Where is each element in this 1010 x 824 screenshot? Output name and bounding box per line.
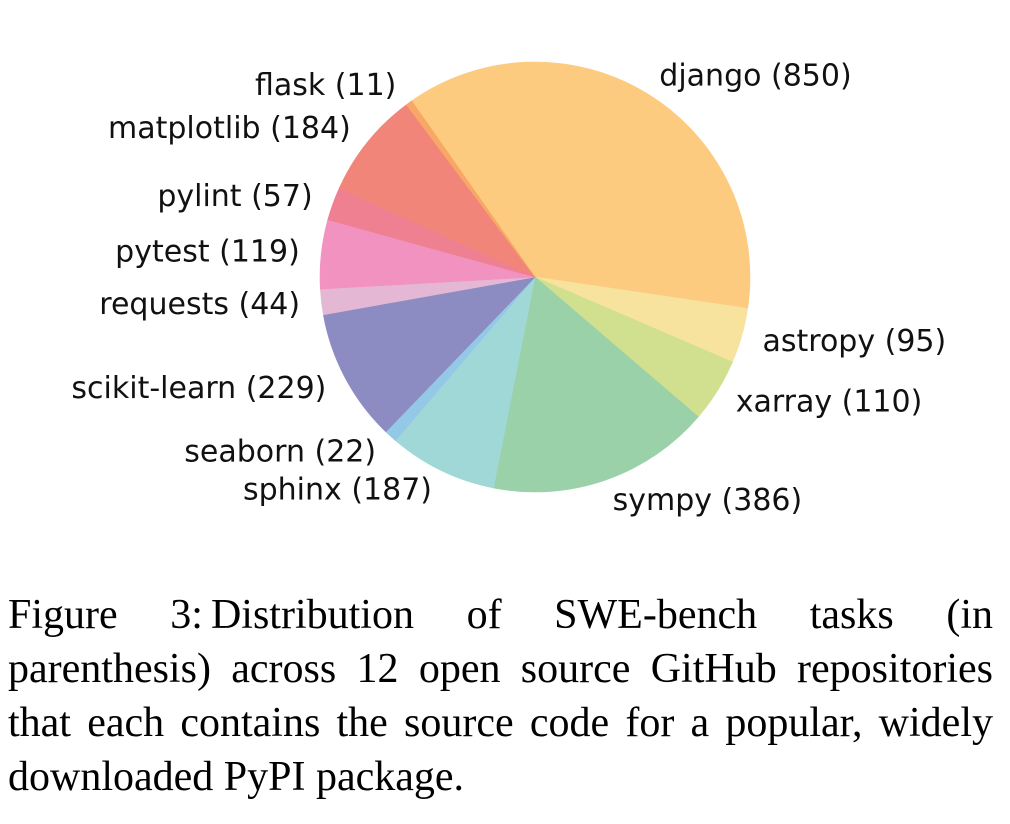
slice-label-scikit-learn: scikit-learn (229) <box>71 371 326 406</box>
slice-sphinx <box>394 275 536 489</box>
slice-label-pylint: pylint (57) <box>157 179 312 214</box>
caption-label: Figure 3: <box>8 592 203 638</box>
slice-flask <box>406 100 536 278</box>
pie-chart: django (850) astropy (95) xarray (110) symp… <box>71 58 946 518</box>
slice-matplotlib <box>338 104 536 278</box>
slice-django <box>411 61 751 309</box>
slice-label-django: django (850) <box>659 58 851 93</box>
slice-label-seaborn: seaborn (22) <box>184 435 376 470</box>
figure-caption: Figure 3: Distribution of SWE-bench tasks… <box>8 588 993 804</box>
slice-label-sphinx: sphinx (187) <box>243 472 432 507</box>
slice-label-astropy: astropy (95) <box>763 324 947 359</box>
slice-label-xarray: xarray (110) <box>736 385 923 420</box>
slice-label-flask: flask (11) <box>255 68 396 103</box>
slice-label-matplotlib: matplotlib (184) <box>108 111 351 146</box>
caption-text: Distribution of SWE-bench tasks (in pare… <box>8 592 994 800</box>
slice-scikit-learn <box>323 276 536 433</box>
slice-label-pytest: pytest (119) <box>115 234 300 269</box>
pie-labels: django (850) astropy (95) xarray (110) symp… <box>71 58 946 518</box>
slice-sympy <box>493 276 699 493</box>
slice-label-requests: requests (44) <box>99 287 300 322</box>
pie-slices <box>319 61 751 493</box>
slice-label-sympy: sympy (386) <box>613 483 803 518</box>
